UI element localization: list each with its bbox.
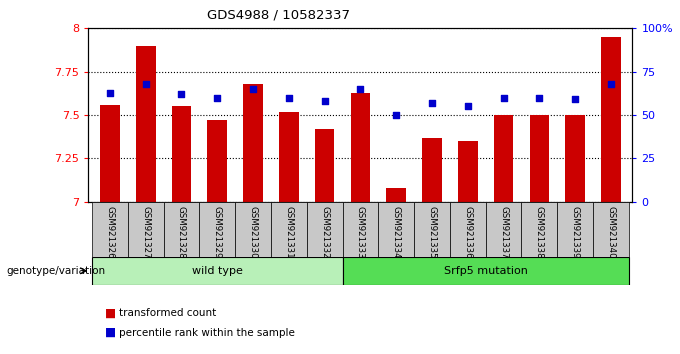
Text: wild type: wild type <box>192 266 243 276</box>
Bar <box>279 112 299 202</box>
Bar <box>136 46 156 202</box>
Bar <box>565 115 585 202</box>
Point <box>462 103 473 109</box>
Text: ■: ■ <box>105 307 116 320</box>
Text: GSM921332: GSM921332 <box>320 206 329 258</box>
Bar <box>593 202 629 257</box>
Bar <box>128 202 164 257</box>
Bar <box>199 202 235 257</box>
Point <box>319 98 330 104</box>
Point <box>284 95 294 101</box>
Point <box>570 97 581 102</box>
Bar <box>450 202 486 257</box>
Text: GSM921328: GSM921328 <box>177 206 186 258</box>
Bar <box>486 202 522 257</box>
Bar <box>207 120 227 202</box>
Bar <box>386 188 406 202</box>
Text: GSM921331: GSM921331 <box>284 206 293 258</box>
Point <box>176 91 187 97</box>
Text: GSM921338: GSM921338 <box>535 206 544 258</box>
Point <box>105 90 116 95</box>
Bar <box>343 202 378 257</box>
Bar <box>92 257 343 285</box>
Point <box>426 100 437 106</box>
Text: GSM921327: GSM921327 <box>141 206 150 258</box>
Bar <box>557 202 593 257</box>
Text: genotype/variation: genotype/variation <box>7 266 106 276</box>
Text: transformed count: transformed count <box>119 308 216 318</box>
Text: GSM921335: GSM921335 <box>428 206 437 258</box>
Bar <box>458 141 477 202</box>
Point <box>534 95 545 101</box>
Bar <box>351 92 370 202</box>
Bar <box>100 105 120 202</box>
Text: GSM921333: GSM921333 <box>356 206 365 258</box>
Text: percentile rank within the sample: percentile rank within the sample <box>119 328 295 338</box>
Bar <box>343 257 629 285</box>
Point <box>391 112 402 118</box>
Text: GSM921337: GSM921337 <box>499 206 508 258</box>
Point <box>605 81 616 87</box>
Point <box>355 86 366 92</box>
Bar <box>530 115 549 202</box>
Bar <box>414 202 450 257</box>
Text: GSM921329: GSM921329 <box>213 206 222 258</box>
Bar <box>307 202 343 257</box>
Bar <box>243 84 263 202</box>
Bar <box>271 202 307 257</box>
Bar <box>522 202 557 257</box>
Bar <box>235 202 271 257</box>
Point <box>140 81 151 87</box>
Point <box>248 86 258 92</box>
Point <box>498 95 509 101</box>
Bar <box>601 37 621 202</box>
Bar <box>164 202 199 257</box>
Bar <box>494 115 513 202</box>
Text: ■: ■ <box>105 326 116 339</box>
Text: GSM921339: GSM921339 <box>571 206 579 258</box>
Text: GSM921340: GSM921340 <box>607 206 615 258</box>
Text: Srfp5 mutation: Srfp5 mutation <box>444 266 528 276</box>
Bar <box>171 106 191 202</box>
Bar <box>315 129 335 202</box>
Bar <box>422 138 442 202</box>
Text: GSM921334: GSM921334 <box>392 206 401 258</box>
Text: GSM921336: GSM921336 <box>463 206 473 258</box>
Bar <box>378 202 414 257</box>
Text: GSM921330: GSM921330 <box>248 206 258 258</box>
Text: GSM921326: GSM921326 <box>105 206 114 258</box>
Text: GDS4988 / 10582337: GDS4988 / 10582337 <box>207 9 350 22</box>
Point <box>211 95 222 101</box>
Bar <box>92 202 128 257</box>
